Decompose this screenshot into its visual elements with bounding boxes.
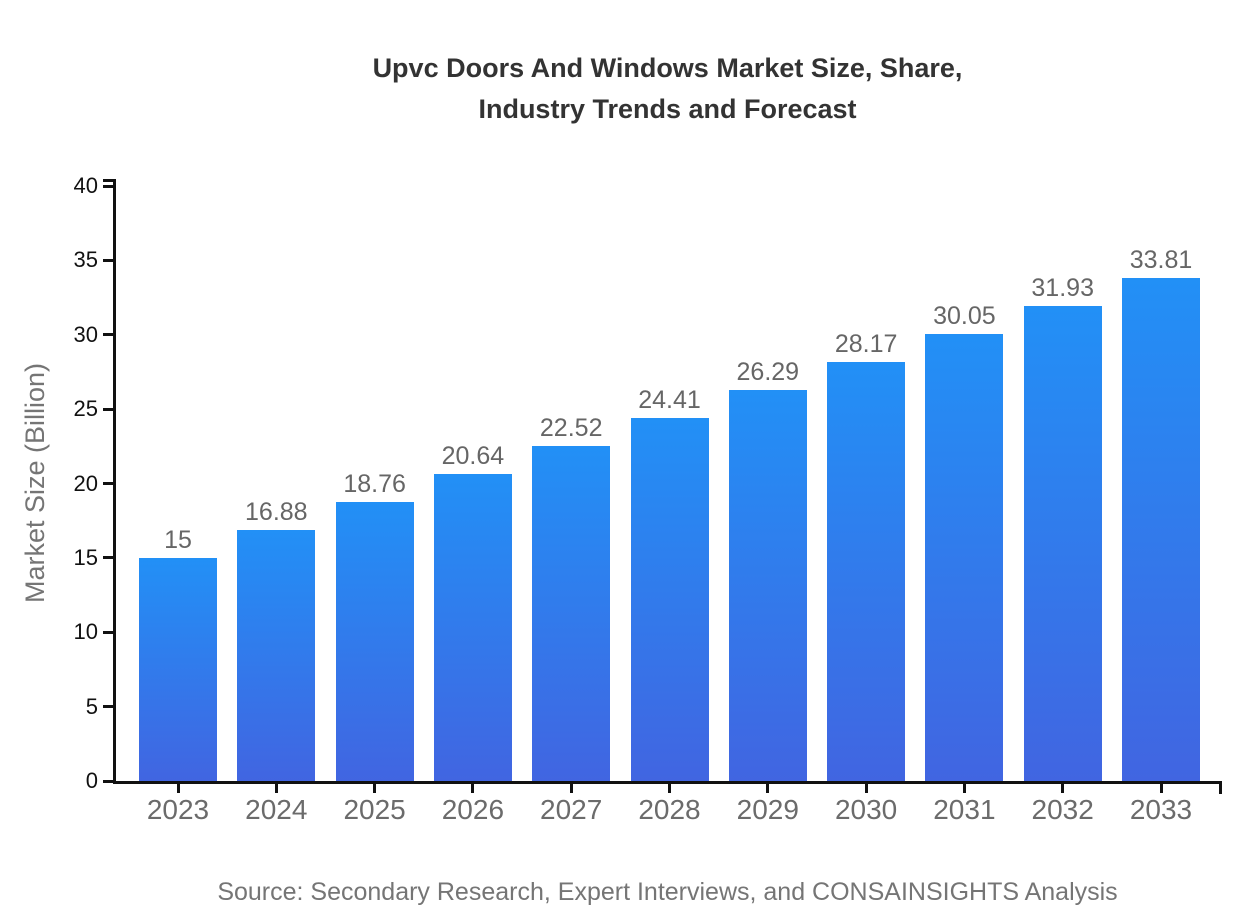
y-tick-label: 40: [73, 173, 98, 198]
x-tick-mark: [274, 781, 278, 793]
x-tick-mark: [373, 781, 377, 793]
bar-value-label: 24.41: [638, 385, 701, 414]
x-tick-label: 2023: [146, 794, 210, 825]
bar-2029: [728, 389, 807, 781]
x-tick-mark: [668, 781, 671, 793]
bar-value-label: 20.64: [441, 441, 505, 470]
bar-2026: [433, 473, 512, 781]
x-tick-mark: [176, 781, 180, 793]
bar-2023: [139, 557, 217, 781]
bar-value-label: 15: [164, 525, 192, 554]
y-tick-label: 5: [85, 693, 98, 719]
y-tick-label: 30: [73, 321, 98, 347]
bar-value-label: 26.29: [736, 357, 800, 386]
x-tick-mark: [962, 781, 966, 793]
y-tick-mark: [103, 407, 113, 411]
chart-title: Upvc Doors And Windows Market Size, Shar…: [113, 48, 1222, 130]
y-tick-mark: [103, 184, 113, 188]
y-tick-mark: [103, 705, 113, 709]
chart-title-line-2: Industry Trends and Forecast: [478, 94, 857, 124]
y-tick-label: 0: [85, 768, 98, 793]
bar-value-label: 31.93: [1031, 274, 1094, 303]
y-tick-label: 35: [73, 247, 98, 273]
x-tick-mark: [1159, 781, 1163, 793]
x-tick-mark: [864, 781, 868, 793]
x-tick-label: 2025: [343, 794, 406, 825]
x-tick-mark: [471, 781, 475, 793]
bar-value-label: 33.81: [1129, 246, 1193, 275]
y-axis-end-cap: [103, 179, 116, 182]
bar-2031: [925, 334, 1004, 781]
source-note: Source: Secondary Research, Expert Inter…: [217, 878, 1118, 906]
bar-2027: [532, 446, 611, 781]
x-axis-end-cap: [1219, 781, 1222, 794]
y-tick-mark: [103, 630, 113, 634]
bar-2028: [630, 417, 709, 781]
x-tick-label: 2026: [441, 794, 505, 825]
bar-2032: [1023, 306, 1102, 781]
y-tick-mark: [103, 779, 113, 783]
y-tick-label: 10: [73, 619, 98, 645]
x-tick-label: 2031: [933, 794, 996, 825]
chart-title-line-1: Upvc Doors And Windows Market Size, Shar…: [372, 53, 963, 83]
y-tick-mark: [103, 482, 113, 485]
bar-2033: [1122, 278, 1200, 781]
y-tick-mark: [103, 556, 113, 560]
x-tick-label: 2024: [245, 794, 308, 825]
x-tick-label: 2032: [1031, 794, 1094, 825]
bar-value-label: 30.05: [933, 302, 996, 330]
x-tick-mark: [569, 781, 573, 793]
bar-2025: [335, 501, 414, 781]
bar-value-label: 28.17: [834, 329, 898, 358]
x-tick-label: 2033: [1129, 794, 1193, 825]
y-tick-label: 25: [73, 396, 98, 422]
x-tick-mark: [1061, 781, 1065, 793]
x-tick-mark: [766, 781, 770, 793]
y-axis-line: [113, 179, 116, 784]
x-axis-line: [113, 781, 1222, 784]
bar-2024: [237, 529, 316, 781]
x-tick-label: 2030: [834, 794, 898, 825]
y-tick-mark: [103, 258, 113, 262]
y-tick-label: 15: [73, 544, 98, 570]
bar-value-label: 18.76: [343, 469, 406, 498]
x-tick-label: 2029: [736, 794, 799, 825]
bar-value-label: 22.52: [539, 414, 603, 442]
y-tick-label: 20: [73, 470, 98, 496]
x-tick-label: 2027: [540, 794, 603, 825]
bar-value-label: 16.88: [245, 497, 308, 526]
x-tick-label: 2028: [638, 794, 701, 825]
bar-2030: [827, 361, 906, 781]
y-tick-mark: [103, 333, 113, 337]
